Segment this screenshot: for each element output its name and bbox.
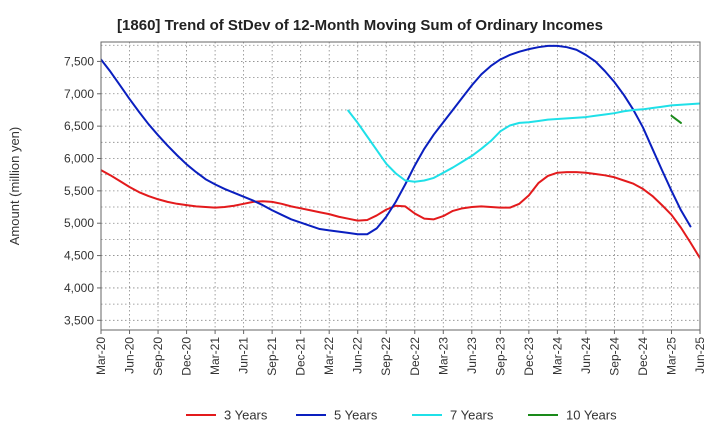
x-tick-label: Jun-24 xyxy=(579,337,593,374)
y-tick-label: 7,500 xyxy=(64,54,94,68)
series-line-3-years xyxy=(101,169,700,261)
x-tick-label: Dec-23 xyxy=(522,337,536,376)
legend-item: 3 Years xyxy=(186,408,268,423)
y-axis-label: Amount (million yen) xyxy=(7,127,22,246)
legend-item: 7 Years xyxy=(412,408,494,423)
x-tick-label: Dec-22 xyxy=(408,337,422,376)
y-tick-label: 5,500 xyxy=(64,184,94,198)
x-axis-ticks: Mar-20 Jun-20 Sep-20 Dec-20 Mar-21 Jun-21 Sep-… xyxy=(94,330,707,376)
chart-title: [1860] Trend of StDev of 12-Month Moving… xyxy=(117,17,603,34)
series-line-10-years xyxy=(670,114,682,124)
legend-label: 5 Years xyxy=(334,408,378,423)
series-lines xyxy=(101,44,700,261)
x-tick-label: Mar-23 xyxy=(436,337,450,375)
x-tick-label: Jun-20 xyxy=(123,337,137,374)
y-tick-label: 6,000 xyxy=(64,151,94,165)
y-tick-label: 5,000 xyxy=(64,216,94,230)
y-tick-label: 3,500 xyxy=(64,313,94,327)
legend-label: 7 Years xyxy=(450,408,494,423)
y-tick-label: 4,000 xyxy=(64,281,94,295)
x-tick-label: Mar-20 xyxy=(94,337,108,375)
x-tick-label: Jun-22 xyxy=(351,337,365,374)
x-tick-label: Jun-25 xyxy=(693,337,707,374)
x-tick-label: Sep-22 xyxy=(379,337,393,376)
series-line-5-years xyxy=(101,44,692,236)
legend-item: 5 Years xyxy=(296,408,378,423)
x-tick-label: Mar-22 xyxy=(322,337,336,375)
x-tick-label: Jun-21 xyxy=(237,337,251,374)
grid-lines xyxy=(100,42,701,330)
legend: 3 Years 5 Years 7 Years 10 Years xyxy=(186,408,617,423)
x-tick-label: Dec-24 xyxy=(636,337,650,376)
y-tick-label: 6,500 xyxy=(64,119,94,133)
y-axis-ticks: 3,500 4,000 4,500 5,000 5,500 6,000 6,500 7,000… xyxy=(64,54,101,327)
legend-item: 10 Years xyxy=(528,408,617,423)
series-line-7-years xyxy=(347,102,700,183)
plot-frame xyxy=(100,41,701,331)
y-tick-label: 7,000 xyxy=(64,87,94,101)
x-tick-label: Mar-21 xyxy=(208,337,222,375)
x-tick-label: Sep-23 xyxy=(493,337,507,376)
x-tick-label: Mar-25 xyxy=(664,337,678,375)
y-tick-label: 4,500 xyxy=(64,249,94,263)
x-tick-label: Sep-24 xyxy=(607,337,621,376)
x-tick-label: Dec-20 xyxy=(180,337,194,376)
x-tick-label: Sep-21 xyxy=(265,337,279,376)
legend-label: 10 Years xyxy=(566,408,617,423)
legend-label: 3 Years xyxy=(224,408,268,423)
x-tick-label: Jun-23 xyxy=(465,337,479,374)
x-tick-label: Mar-24 xyxy=(550,337,564,375)
x-tick-label: Sep-20 xyxy=(151,337,165,376)
x-tick-label: Dec-21 xyxy=(294,337,308,376)
